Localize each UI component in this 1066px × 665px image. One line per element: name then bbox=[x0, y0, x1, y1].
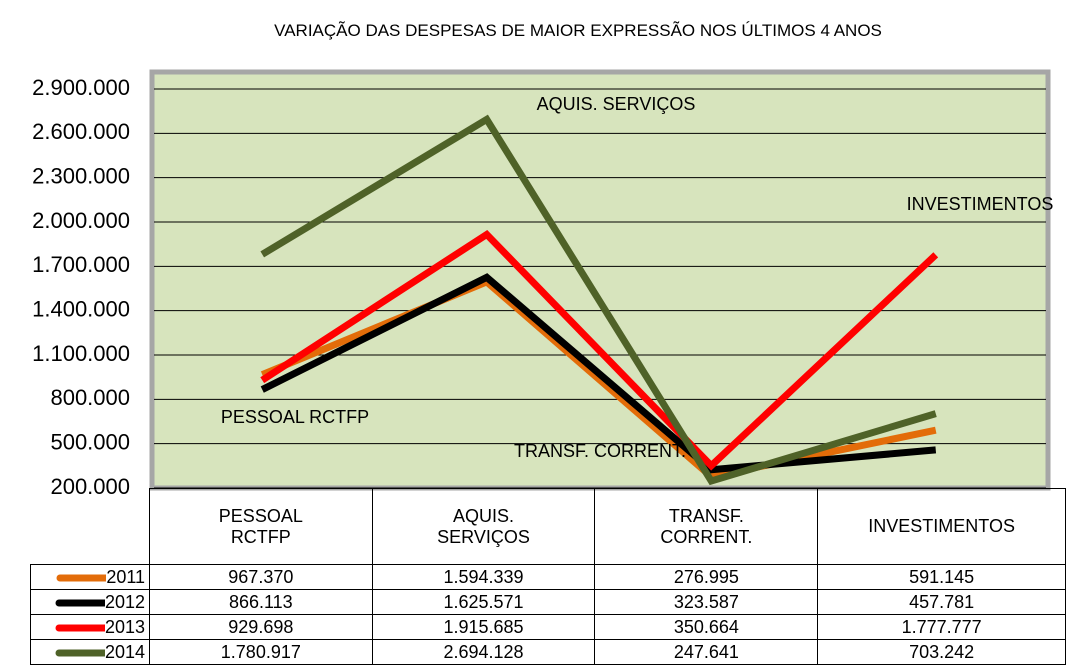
annotation: INVESTIMENTOS bbox=[906, 194, 1054, 214]
table-row: 2011 967.370 1.594.339 276.995 591.145 bbox=[29, 564, 1066, 590]
value-cell: 591.145 bbox=[817, 564, 1066, 590]
legend-swatch bbox=[55, 599, 109, 607]
y-tick-label: 2.600.000 bbox=[32, 119, 130, 144]
value-cell: 1.777.777 bbox=[817, 614, 1066, 640]
series-line bbox=[260, 114, 937, 486]
value-cell: 2.694.128 bbox=[371, 639, 596, 665]
value-cell: 323.587 bbox=[594, 589, 819, 615]
value-cell: 457.781 bbox=[817, 589, 1066, 615]
legend-entry: 2012 bbox=[29, 589, 151, 615]
value-cell: 1.594.339 bbox=[371, 564, 596, 590]
y-tick-label: 500.000 bbox=[50, 429, 130, 454]
y-tick-label: 200.000 bbox=[50, 474, 130, 499]
legend-entry: 2014 bbox=[29, 639, 151, 665]
data-table: PESSOAL RCTFP AQUIS. SERVIÇOS TRANSF. CORR… bbox=[29, 488, 1066, 665]
y-tick-label: 2.900.000 bbox=[32, 75, 130, 100]
plot-area bbox=[149, 69, 1051, 491]
category-label: AQUIS. SERVIÇOS bbox=[371, 488, 596, 565]
table-row: 2014 1.780.917 2.694.128 247.641 703.242 bbox=[29, 639, 1066, 665]
value-cell: 967.370 bbox=[149, 564, 373, 590]
value-cell: 1.780.917 bbox=[149, 639, 373, 665]
legend-swatch bbox=[55, 649, 109, 657]
category-label: TRANSF. CORRENT. bbox=[594, 488, 819, 565]
category-label: PESSOAL RCTFP bbox=[149, 488, 373, 565]
annotation: PESSOAL RCTFP bbox=[220, 407, 370, 427]
value-cell: 866.113 bbox=[149, 589, 373, 615]
legend-label: 2014 bbox=[105, 641, 146, 662]
table-row: 2012 866.113 1.625.571 323.587 457.781 bbox=[29, 589, 1066, 615]
value-cell: 1.915.685 bbox=[371, 614, 596, 640]
legend-label: 2011 bbox=[106, 566, 146, 587]
y-tick-label: 1.700.000 bbox=[32, 252, 130, 277]
y-tick-label: 2.300.000 bbox=[32, 163, 130, 188]
table-row: 2013 929.698 1.915.685 350.664 1.777.777 bbox=[29, 614, 1066, 640]
value-cell: 929.698 bbox=[149, 614, 373, 640]
series-line bbox=[260, 277, 937, 481]
annotation: AQUIS. SERVIÇOS bbox=[536, 94, 696, 114]
legend-label: 2012 bbox=[105, 591, 146, 612]
value-cell: 247.641 bbox=[594, 639, 819, 665]
legend-label: 2013 bbox=[105, 616, 146, 637]
y-tick-label: 2.000.000 bbox=[32, 208, 130, 233]
blank-cell bbox=[31, 489, 150, 565]
legend-entry: 2013 bbox=[29, 614, 151, 640]
category-label: INVESTIMENTOS bbox=[817, 488, 1066, 565]
value-cell: 276.995 bbox=[594, 564, 819, 590]
legend-entry: 2011 bbox=[29, 564, 151, 590]
series-line bbox=[260, 273, 937, 474]
y-tick-label: 1.400.000 bbox=[32, 296, 130, 321]
chart-title: VARIAÇÃO DAS DESPESAS DE MAIOR EXPRESSÃO… bbox=[274, 21, 882, 40]
legend-swatch bbox=[55, 624, 109, 632]
value-cell: 350.664 bbox=[594, 614, 819, 640]
annotation: TRANSF. CORRENT. bbox=[513, 441, 686, 461]
value-cell: 1.625.571 bbox=[371, 589, 596, 615]
value-cell: 703.242 bbox=[817, 639, 1066, 665]
table-header: PESSOAL RCTFP AQUIS. SERVIÇOS TRANSF. CORR… bbox=[31, 488, 1066, 565]
legend-swatch bbox=[56, 574, 110, 582]
y-tick-label: 1.100.000 bbox=[32, 341, 130, 366]
series-line bbox=[260, 229, 939, 471]
y-tick-label: 800.000 bbox=[50, 385, 130, 410]
